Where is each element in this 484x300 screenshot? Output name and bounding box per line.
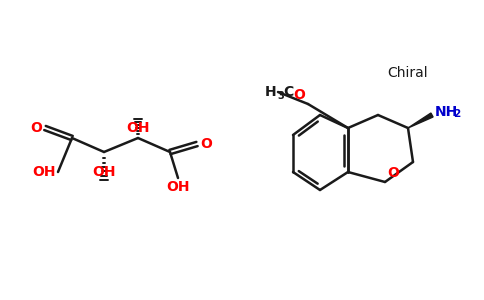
Text: OH: OH [166, 180, 190, 194]
Text: 3: 3 [277, 91, 284, 101]
Text: C: C [283, 85, 293, 99]
Polygon shape [408, 113, 433, 128]
Text: O: O [200, 137, 212, 151]
Text: NH: NH [435, 105, 458, 119]
Text: O: O [30, 121, 42, 135]
Text: H: H [264, 85, 276, 99]
Text: O: O [293, 88, 305, 102]
Text: OH: OH [92, 165, 116, 179]
Text: OH: OH [126, 121, 150, 135]
Text: 2: 2 [453, 109, 460, 119]
Text: Chiral: Chiral [388, 66, 428, 80]
Text: O: O [387, 166, 399, 180]
Text: OH: OH [32, 165, 56, 179]
